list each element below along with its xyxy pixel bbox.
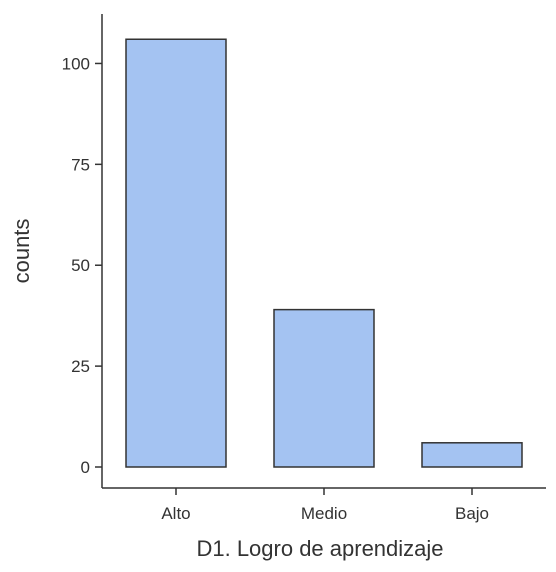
y-tick-label: 75 — [71, 155, 90, 174]
x-tick-label: Bajo — [455, 504, 489, 523]
bars — [125, 38, 523, 468]
x-tick-label: Alto — [161, 504, 190, 523]
y-axis-title: counts — [9, 219, 34, 284]
y-axis-ticks: 0 25 50 75 100 — [62, 54, 102, 477]
y-tick-label: 100 — [62, 54, 90, 73]
bar-alto — [125, 38, 227, 468]
x-axis-ticks: Alto Medio Bajo — [161, 488, 489, 523]
y-tick-label: 25 — [71, 357, 90, 376]
x-tick-label: Medio — [301, 504, 347, 523]
bar-bajo — [421, 442, 523, 468]
x-axis-title: D1. Logro de aprendizaje — [196, 536, 443, 561]
bar-medio — [273, 308, 375, 468]
y-tick-label: 50 — [71, 256, 90, 275]
y-tick-label: 0 — [81, 458, 90, 477]
